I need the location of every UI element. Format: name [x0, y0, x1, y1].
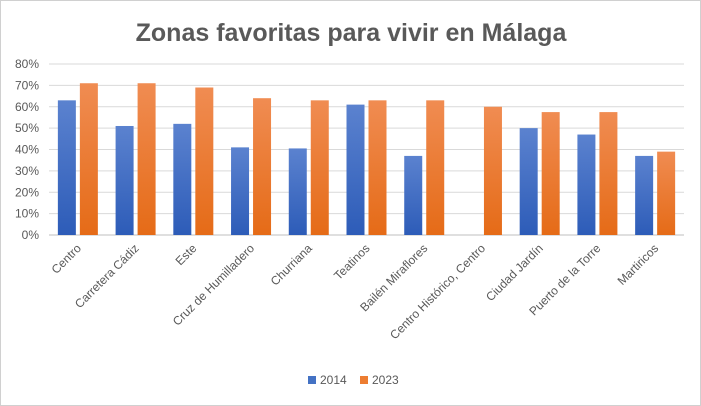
bar-2014 [577, 134, 596, 235]
y-tick-label: 10% [15, 207, 39, 221]
bar-2023 [137, 83, 156, 235]
y-tick-label: 40% [15, 143, 39, 157]
legend-swatch-2014 [308, 376, 316, 384]
x-tick-label: Centro Histórico, Centro [387, 241, 488, 342]
y-tick-label: 60% [15, 100, 39, 114]
x-tick-label: Churriana [268, 241, 315, 288]
legend-swatch-2023 [360, 376, 368, 384]
y-tick-label: 50% [15, 121, 39, 135]
bar-2014 [288, 148, 307, 235]
legend-label: 2014 [320, 373, 347, 387]
x-tick-label: Martiricos [615, 241, 662, 288]
bar-2023 [541, 112, 560, 235]
bar-2023 [310, 100, 329, 236]
bar-2023 [599, 112, 618, 235]
bar-2023 [253, 98, 272, 235]
y-tick-label: 70% [15, 78, 39, 92]
bar-2014 [115, 125, 134, 235]
y-tick-label: 0% [22, 228, 40, 242]
bar-2014 [57, 100, 76, 236]
chart-title: Zonas favoritas para vivir en Málaga [136, 19, 568, 47]
bar-2023 [368, 100, 387, 236]
bar-2014 [519, 128, 538, 235]
bar-2014 [231, 147, 250, 235]
bar-2014 [404, 155, 423, 235]
x-tick-label: Este [173, 241, 200, 268]
bar-2014 [635, 155, 654, 235]
bar-2023 [426, 100, 445, 236]
y-tick-label: 30% [15, 164, 39, 178]
bar-2014 [173, 123, 192, 235]
bar-2023 [195, 87, 214, 235]
y-tick-label: 80% [15, 57, 39, 71]
bar-2023 [483, 106, 502, 235]
legend-label: 2023 [372, 373, 399, 387]
x-tick-label: Centro [49, 241, 85, 277]
bar-2023 [657, 151, 676, 235]
x-tick-label: Ciudad Jardín [483, 241, 546, 304]
bar-2023 [79, 83, 98, 235]
bar-2014 [346, 104, 365, 235]
x-tick-label: Teatinos [331, 241, 373, 283]
y-tick-label: 20% [15, 185, 39, 199]
